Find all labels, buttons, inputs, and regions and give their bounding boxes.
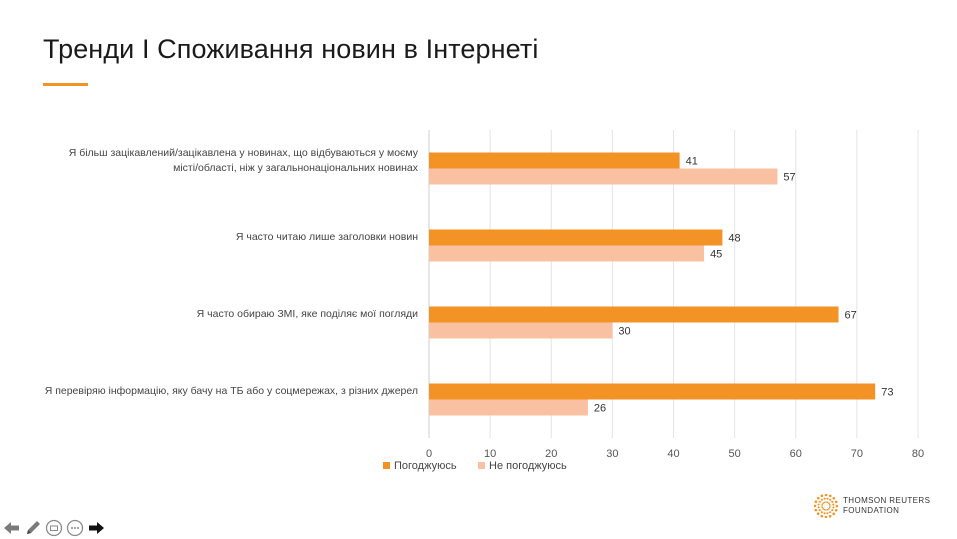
logo-dot xyxy=(826,501,829,504)
logo-dot xyxy=(821,506,824,509)
logo-dot xyxy=(814,508,818,512)
logo-dot xyxy=(822,502,824,504)
legend-label: Не погоджуюсь xyxy=(489,460,567,472)
bar xyxy=(429,322,613,339)
bar xyxy=(429,245,705,262)
logo-dot xyxy=(820,494,824,498)
data-label: 73 xyxy=(881,387,893,399)
data-label: 26 xyxy=(594,403,606,415)
category-label: Я перевіряю інформацію, яку бачу на ТБ а… xyxy=(44,385,418,397)
bar xyxy=(429,306,839,323)
logo-dot xyxy=(826,508,829,511)
x-tick-label: 20 xyxy=(545,448,557,460)
logo-dot xyxy=(820,511,823,514)
logo-dot xyxy=(829,498,832,501)
data-label: 48 xyxy=(728,233,740,245)
logo-dot xyxy=(828,494,832,498)
logo-dot xyxy=(818,500,821,503)
more-icon[interactable] xyxy=(65,518,85,538)
logo-dot xyxy=(824,494,828,497)
category-label: Я часто читаю лише заголовки новин xyxy=(235,231,418,243)
category-label: Я більш зацікавлений/зацікавлена у новин… xyxy=(68,146,418,174)
logo-dot xyxy=(822,508,824,510)
logo-dot xyxy=(828,503,831,506)
logo-dot xyxy=(814,504,817,508)
logo-dot xyxy=(834,508,838,512)
logo-dot xyxy=(832,503,835,506)
bar xyxy=(429,229,723,246)
logo-dot xyxy=(826,512,829,515)
logo-dot xyxy=(826,497,829,500)
logo-dot xyxy=(832,512,836,516)
thomson-reuters-logo: THOMSON REUTERS FOUNDATION xyxy=(814,494,930,518)
logo-dot xyxy=(825,509,827,511)
logo-dot xyxy=(821,503,824,506)
legend-swatch xyxy=(383,462,390,469)
x-tick-label: 70 xyxy=(851,448,863,460)
logo-dot xyxy=(829,505,831,507)
tr-dots-icon xyxy=(814,494,838,518)
logo-dot xyxy=(831,500,834,503)
logo-dot xyxy=(831,509,834,512)
logo-dot xyxy=(835,504,838,508)
slide-title: Тренди І Споживання новин в Інтернеті xyxy=(43,34,539,64)
x-tick-label: 50 xyxy=(729,448,741,460)
logo-dot xyxy=(828,502,830,504)
pen-icon[interactable] xyxy=(23,518,43,538)
legend-label: Погоджуюсь xyxy=(394,460,457,472)
data-label: 57 xyxy=(783,172,795,184)
presentation-toolbar xyxy=(2,518,107,538)
logo-dot xyxy=(816,496,820,500)
x-tick-label: 30 xyxy=(606,448,618,460)
logo-dot xyxy=(824,515,828,518)
logo-dot xyxy=(829,511,832,514)
legend-swatch xyxy=(478,462,485,469)
x-tick-label: 80 xyxy=(912,448,924,460)
arrow-right-icon[interactable] xyxy=(86,518,106,538)
logo-dot xyxy=(828,506,831,509)
bar xyxy=(429,383,876,400)
bar xyxy=(429,168,778,185)
data-label: 30 xyxy=(618,326,630,338)
logo-dot xyxy=(828,508,830,510)
logo-dot xyxy=(823,512,826,515)
logo-line-2: FOUNDATION xyxy=(843,506,900,515)
category-label: Я часто обираю ЗМІ, яке поділяє мої погл… xyxy=(196,308,418,320)
logo-dot xyxy=(820,514,824,518)
x-tick-label: 60 xyxy=(790,448,802,460)
logo-dot xyxy=(825,501,827,503)
logo-dot xyxy=(823,501,826,504)
x-tick-label: 10 xyxy=(484,448,496,460)
logo-dot xyxy=(818,509,821,512)
logo-line-1: THOMSON REUTERS xyxy=(843,496,931,505)
data-label: 45 xyxy=(710,249,722,261)
logo-dot xyxy=(832,506,835,509)
logo-dot xyxy=(834,500,838,504)
logo-dot xyxy=(832,496,836,500)
x-tick-label: 40 xyxy=(667,448,679,460)
x-tick-label: 0 xyxy=(426,448,432,460)
logo-dot xyxy=(820,498,823,501)
title-underline xyxy=(43,83,88,86)
logo-dot xyxy=(817,506,820,509)
bar xyxy=(429,399,588,416)
logo-dot xyxy=(828,514,832,518)
logo-dot xyxy=(823,497,826,500)
logo-dot xyxy=(817,503,820,506)
logo-dot xyxy=(814,500,818,504)
logo-dot xyxy=(821,505,823,507)
bar xyxy=(429,152,680,169)
data-label: 41 xyxy=(686,156,698,168)
arrow-left-icon[interactable] xyxy=(2,518,22,538)
subtitles-icon[interactable] xyxy=(44,518,64,538)
logo-dot xyxy=(823,508,826,511)
data-label: 67 xyxy=(845,310,857,322)
logo-dot xyxy=(816,512,820,516)
